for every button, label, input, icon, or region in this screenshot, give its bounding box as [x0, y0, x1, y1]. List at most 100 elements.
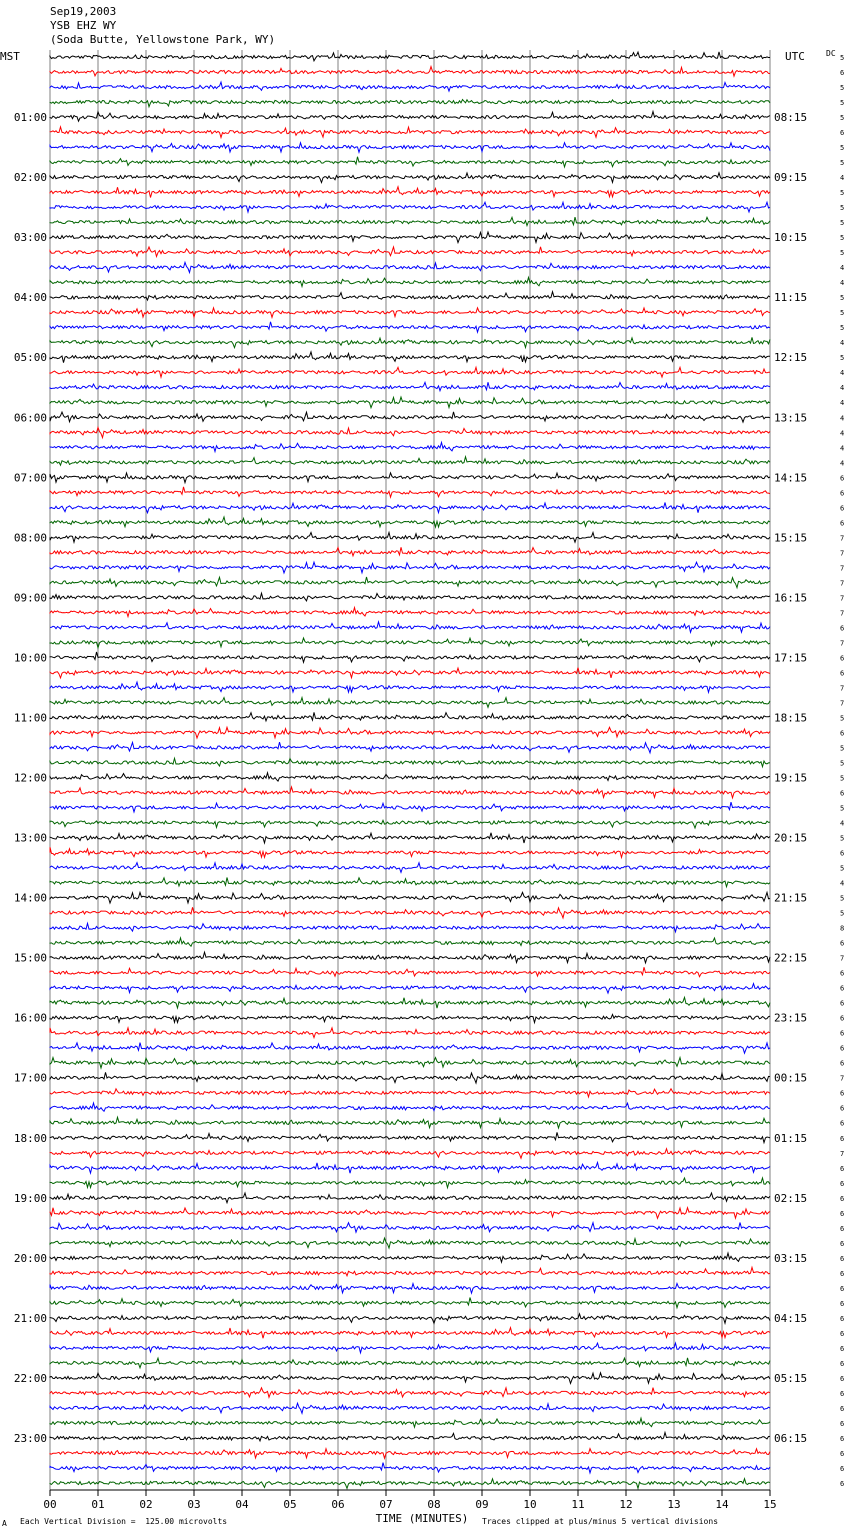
dc-offset-value: 4 [840, 339, 844, 347]
trace-89 [49, 1385, 771, 1399]
dc-offset-value: 6 [840, 1480, 844, 1488]
dc-offset-value: 5 [840, 249, 844, 257]
station-date: Sep19,2003 [50, 5, 117, 18]
trace-41 [49, 666, 771, 680]
dc-offset-value: 6 [840, 1360, 844, 1368]
trace-37 [49, 605, 771, 619]
dc-offset-value: 6 [840, 985, 844, 993]
trace-80 [49, 1251, 771, 1264]
trace-23 [49, 395, 771, 410]
trace-35 [49, 575, 771, 590]
trace-4 [49, 109, 771, 123]
trace-28 [49, 471, 771, 485]
trace-8 [49, 171, 771, 185]
right-hour-label: 16:15 [774, 591, 807, 604]
trace-19 [49, 336, 771, 350]
right-hour-label: 17:15 [774, 651, 807, 664]
dc-offset-value: 5 [840, 354, 844, 362]
dc-offset-value: 5 [840, 309, 844, 317]
trace-2 [49, 80, 771, 93]
dc-offset-value: 6 [840, 1090, 844, 1098]
trace-78 [49, 1220, 771, 1234]
trace-13 [49, 245, 771, 259]
dc-offset-value: 5 [840, 144, 844, 152]
dc-offset-value: 6 [840, 504, 844, 512]
x-tick-label-11: 11 [571, 1498, 584, 1511]
scale-note: Each Vertical Division = 125.00 microvol… [20, 1517, 228, 1526]
dc-offset-value: 5 [840, 744, 844, 752]
trace-69 [49, 1087, 771, 1099]
dc-offset-value: 6 [840, 1000, 844, 1008]
trace-56 [49, 890, 771, 905]
right-hour-label: 09:15 [774, 171, 807, 184]
right-hour-label: 20:15 [774, 832, 807, 845]
dc-offset-value: 4 [840, 264, 844, 272]
trace-62 [49, 982, 771, 995]
trace-58 [49, 921, 771, 934]
trace-86 [49, 1341, 771, 1355]
x-tick-label-09: 09 [475, 1498, 488, 1511]
dc-offset-value: 5 [840, 805, 844, 813]
dc-offset-value: 6 [840, 1345, 844, 1353]
trace-53 [49, 847, 771, 860]
dc-offset-value: 4 [840, 369, 844, 377]
right-hour-label: 11:15 [774, 291, 807, 304]
left-hour-label: 01:00 [14, 111, 47, 124]
trace-16 [49, 289, 771, 302]
x-tick-label-08: 08 [427, 1498, 440, 1511]
left-hour-label: 05:00 [14, 351, 47, 364]
dc-offset-value: 6 [840, 1060, 844, 1068]
trace-65 [49, 1026, 771, 1040]
dc-offset-value: 4 [840, 444, 844, 452]
trace-11 [49, 215, 771, 228]
footer-mark: A [2, 1519, 7, 1528]
dc-offset-value: 6 [840, 1420, 844, 1428]
dc-offset-value: 6 [840, 489, 844, 497]
trace-77 [49, 1206, 771, 1220]
trace-48 [49, 770, 770, 782]
right-hour-label: 10:15 [774, 231, 807, 244]
station-code: YSB EHZ WY [50, 19, 117, 32]
dc-offset-value: 6 [840, 1330, 844, 1338]
right-hour-label: 21:15 [774, 892, 807, 905]
trace-95 [49, 1477, 771, 1491]
left-hour-label: 12:00 [14, 772, 47, 785]
dc-offset-value: 6 [840, 129, 844, 137]
dc-offset-value: 7 [840, 1150, 844, 1158]
trace-64 [49, 1013, 771, 1025]
dc-offset-value: 7 [840, 594, 844, 602]
trace-57 [49, 906, 771, 920]
trace-75 [49, 1176, 771, 1190]
trace-63 [49, 995, 771, 1010]
trace-93 [49, 1446, 771, 1460]
dc-offset-value: 5 [840, 204, 844, 212]
dc-offset-value: 6 [840, 1120, 844, 1128]
dc-offset-value: 6 [840, 1105, 844, 1113]
hour-labels: 01:00 02:00 03:00 04:00 05:00 06:00 07:00 08:00… [14, 54, 844, 1488]
left-hour-label: 16:00 [14, 1012, 47, 1025]
right-timezone-label: UTC [785, 50, 805, 63]
right-hour-label: 01:15 [774, 1132, 807, 1145]
trace-71 [49, 1115, 771, 1130]
trace-72 [49, 1131, 771, 1145]
trace-82 [49, 1281, 771, 1295]
dc-offset-value: 7 [840, 955, 844, 963]
trace-32 [49, 530, 771, 545]
trace-42 [49, 680, 771, 695]
right-hour-label: 12:15 [774, 351, 807, 364]
dc-offset-value: 7 [840, 609, 844, 617]
right-hour-label: 02:15 [774, 1192, 807, 1205]
left-hour-label: 04:00 [14, 291, 47, 304]
trace-10 [49, 200, 771, 214]
trace-79 [49, 1236, 771, 1250]
trace-45 [49, 725, 771, 740]
trace-61 [49, 966, 771, 978]
trace-81 [49, 1265, 771, 1278]
dc-offset-value: 6 [840, 1240, 844, 1248]
trace-15 [49, 275, 771, 289]
dc-offset-value: 5 [840, 84, 844, 92]
dc-offset-value: 5 [840, 775, 844, 783]
trace-6 [49, 141, 771, 155]
right-hour-label: 05:15 [774, 1372, 807, 1385]
dc-offset-value: 6 [840, 1315, 844, 1323]
